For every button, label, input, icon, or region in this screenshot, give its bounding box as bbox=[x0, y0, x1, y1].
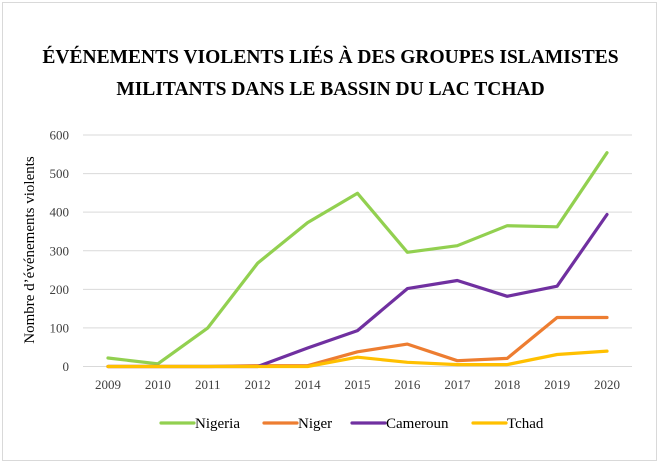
x-tick-label: 2016 bbox=[394, 377, 421, 392]
y-tick-label: 400 bbox=[50, 205, 70, 220]
x-axis-ticks: 2009 2010 2011 2012 2014 2015 2016 2017 2018 2019… bbox=[95, 377, 620, 392]
legend-label: Niger bbox=[298, 416, 332, 432]
x-tick-label: 2011 bbox=[195, 377, 221, 392]
series-line-cameroun bbox=[106, 212, 609, 369]
chart-title-line-1: ÉVÉNEMENTS VIOLENTS LIÉS À DES GROUPES I… bbox=[42, 47, 619, 68]
y-tick-label: 100 bbox=[50, 320, 70, 335]
legend-item-tchad: Tchad bbox=[471, 416, 544, 432]
chart-frame bbox=[2, 2, 657, 461]
series-lines bbox=[106, 151, 609, 369]
series-line-tchad bbox=[106, 349, 609, 369]
legend-item-nigeria: Nigeria bbox=[159, 416, 240, 432]
x-tick-label: 2015 bbox=[345, 377, 371, 392]
y-tick-label: 200 bbox=[50, 282, 70, 297]
series-line-nigeria bbox=[106, 151, 609, 366]
y-axis-ticks: 0 100 200 300 400 500 600 bbox=[50, 128, 70, 375]
y-axis-label: Nombre d’événements violents bbox=[22, 156, 38, 344]
x-tick-label: 2018 bbox=[494, 377, 520, 392]
y-tick-label: 500 bbox=[50, 166, 70, 181]
y-tick-label: 0 bbox=[63, 359, 70, 374]
x-tick-label: 2014 bbox=[295, 377, 322, 392]
chart-title-line-2: MILITANTS DANS LE BASSIN DU LAC TCHAD bbox=[116, 79, 545, 100]
legend-item-cameroun: Cameroun bbox=[350, 416, 449, 432]
legend-item-niger: Niger bbox=[262, 416, 332, 432]
x-tick-label: 2009 bbox=[95, 377, 121, 392]
y-tick-label: 300 bbox=[50, 243, 70, 258]
legend-label: Tchad bbox=[507, 416, 544, 432]
gridlines bbox=[83, 134, 632, 367]
x-tick-label: 2010 bbox=[145, 377, 171, 392]
x-tick-label: 2019 bbox=[544, 377, 570, 392]
legend-label: Cameroun bbox=[386, 416, 449, 432]
x-tick-label: 2017 bbox=[444, 377, 471, 392]
legend: Nigeria Niger Cameroun Tchad bbox=[159, 416, 544, 432]
legend-label: Nigeria bbox=[195, 416, 240, 432]
x-tick-label: 2012 bbox=[245, 377, 271, 392]
y-tick-label: 600 bbox=[50, 128, 70, 143]
x-tick-label: 2020 bbox=[594, 377, 620, 392]
